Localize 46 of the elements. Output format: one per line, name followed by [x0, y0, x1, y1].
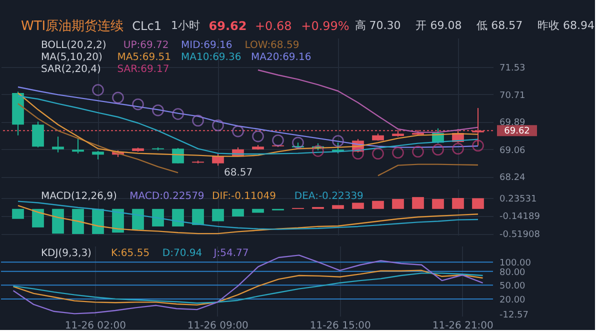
annotation: MA20:69.16	[251, 52, 312, 63]
x-tick-label: 11-26 15:00	[310, 320, 371, 332]
text: 低 68.57	[476, 19, 523, 32]
text: K:65.55	[111, 248, 150, 259]
text: 69.62	[208, 19, 247, 33]
y-tick-label: 70.71	[500, 90, 526, 101]
y-tick-label: -0.14189	[500, 212, 540, 222]
y-tick-label: -0.51908	[500, 230, 540, 240]
series-label: J:54.77	[212, 248, 249, 259]
series-label: MACD:0.22579	[130, 191, 204, 202]
text: DEA:-0.22339	[294, 191, 364, 202]
x-tick-label: 11-26 02:00	[64, 320, 126, 332]
y-tick-label: 50.00	[500, 282, 526, 292]
text: UP:69.72	[123, 40, 169, 51]
y-tick-label: 68.24	[500, 173, 526, 184]
text: D:70.94	[162, 248, 202, 259]
y-tick-label: 20.00	[500, 295, 526, 306]
y-tick-label: 69.06	[500, 146, 526, 156]
legend-title: MACD(12,26,9)	[41, 191, 118, 202]
annotation: MA(5,10,20)	[41, 52, 103, 63]
chart-title: WTI原油期货连续	[21, 19, 124, 34]
text: DIF:-0.11049	[212, 191, 276, 202]
text: 高 70.30	[354, 19, 401, 32]
text: MID:69.16	[181, 40, 232, 51]
text: LOW:68.59	[244, 40, 300, 51]
x-tick-label: 11-26 09:00	[187, 320, 248, 332]
y-tick-label: 0.23531	[500, 194, 537, 204]
legend-title: KDJ(9,3,3)	[41, 248, 92, 259]
text: 1小时	[170, 19, 200, 32]
ref-line-label: 69.62	[504, 126, 530, 137]
chart-subtitle: CLc1	[132, 19, 162, 33]
text: MA5:69.51	[117, 52, 172, 63]
y-tick-label: 100.00	[500, 258, 532, 269]
x-tick-label: 11-26 21:00	[432, 320, 494, 332]
annotation: 68.57	[224, 168, 253, 179]
text: MA10:69.36	[181, 52, 242, 63]
series-label: SAR:69.17	[117, 64, 170, 75]
text: 昨收 68.94	[538, 19, 595, 32]
annotation: SAR(2,20,4)	[41, 64, 102, 75]
legend-title: BOLL(20,2,2)	[41, 40, 106, 51]
text: +0.99%	[301, 19, 350, 33]
y-tick-label: 80.00	[500, 268, 526, 278]
y-tick-label: -12.57	[500, 310, 529, 320]
text: 开 69.08	[416, 19, 462, 32]
text: +0.68	[254, 19, 292, 33]
y-tick-label: 71.53	[500, 64, 526, 74]
